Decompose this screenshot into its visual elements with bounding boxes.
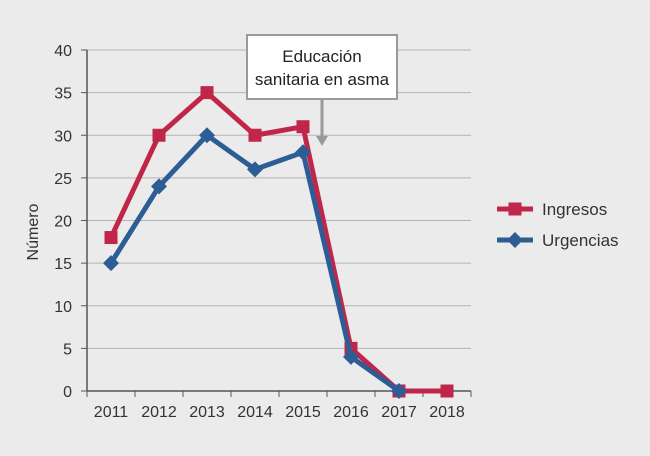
y-tick-label: 20 [54, 214, 72, 231]
legend-label-ingresos: Ingresos [542, 200, 607, 219]
x-tick-label: 2012 [141, 404, 177, 421]
legend: Ingresos Urgencias [497, 200, 619, 250]
x-tick-label: 2017 [381, 404, 417, 421]
y-tick-label: 10 [54, 299, 72, 316]
x-tick-label: 2015 [285, 404, 321, 421]
y-axis-title: Número [25, 203, 42, 260]
y-tick-label: 5 [63, 341, 72, 358]
grid-lines [87, 49, 471, 349]
urgencias-point [103, 255, 119, 272]
x-tick-label: 2014 [237, 404, 273, 421]
axes [81, 49, 472, 397]
y-tick-label: 35 [54, 86, 72, 103]
x-tick-label: 2011 [94, 404, 129, 421]
annotation-line-1: Educación [282, 47, 361, 66]
ingresos-point [104, 231, 118, 245]
ingresos-point [296, 120, 310, 134]
urgencias-point [151, 178, 167, 195]
series-ingresos [104, 86, 454, 398]
x-tick-label: 2018 [429, 404, 465, 421]
x-tick-label: 2013 [189, 404, 225, 421]
urgencias-point [199, 127, 215, 144]
ingresos-point [200, 86, 214, 100]
series-urgencias [103, 127, 407, 399]
annotation-line-2: sanitaria en asma [255, 70, 390, 89]
urgencias-point [295, 144, 311, 161]
annotation-arrow-head [316, 136, 328, 146]
urgencias-point [391, 383, 407, 399]
ingresos-point [440, 384, 454, 398]
urgencias-point [343, 348, 359, 365]
annotation: Educación sanitaria en asma [246, 34, 398, 146]
ingresos-point [248, 128, 262, 142]
annotation-box [246, 34, 398, 100]
x-tick-label: 2016 [333, 404, 369, 421]
legend-marker-urgencias [507, 232, 523, 248]
legend-label-urgencias: Urgencias [542, 231, 619, 250]
y-tick-label: 15 [54, 256, 72, 273]
y-tick-label: 40 [54, 43, 72, 60]
y-tick-labels: 0 5 10 15 20 25 30 35 40 [54, 43, 72, 401]
urgencias-point [247, 161, 263, 178]
series-layer [103, 86, 454, 399]
y-tick-label: 0 [63, 384, 72, 401]
legend-marker-ingresos [508, 202, 522, 216]
ingresos-point [152, 128, 166, 142]
y-tick-label: 30 [54, 128, 72, 145]
x-tick-labels: 2011 2012 2013 2014 2015 2016 2017 2018 [94, 404, 465, 421]
y-tick-label: 25 [54, 171, 72, 188]
